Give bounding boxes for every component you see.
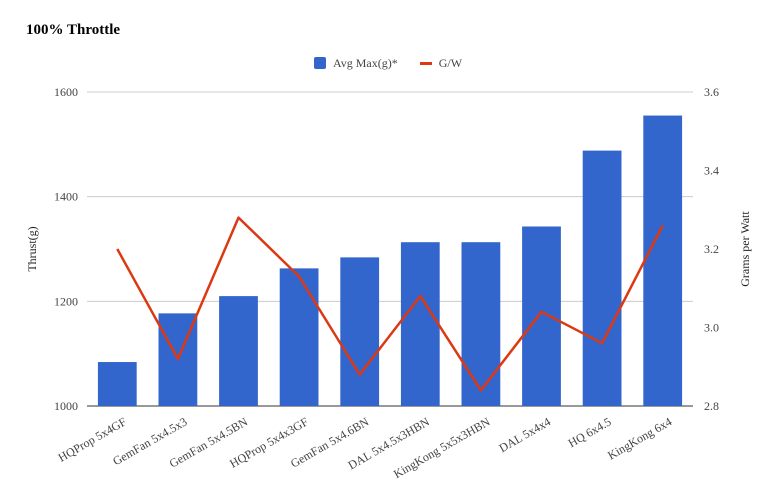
y-axis-title: Thrust(g) xyxy=(25,226,39,271)
bar xyxy=(340,257,380,406)
bar xyxy=(643,115,683,407)
legend-swatch-bars xyxy=(313,57,326,69)
y-tick-label: 1400 xyxy=(54,190,78,204)
legend: Avg Max(g)* G/W xyxy=(0,54,776,72)
gw-line xyxy=(116,216,664,392)
legend-swatch-line xyxy=(419,61,432,65)
y2-axis-title: Grams per Watt xyxy=(738,211,752,287)
y2-tick-label: 3.0 xyxy=(704,321,719,335)
bar xyxy=(97,362,137,406)
x-tick-label: HQ 6x4.5 xyxy=(566,414,614,450)
legend-item-bars[interactable]: Avg Max(g)* xyxy=(313,55,398,71)
y-tick-label: 1600 xyxy=(54,85,78,99)
y-tick-label: 1200 xyxy=(54,294,78,308)
x-tick-label: DAL 5x4x4 xyxy=(496,414,553,455)
bar xyxy=(400,242,440,406)
y2-tick-label: 3.4 xyxy=(704,164,719,178)
chart-title: 100% Throttle xyxy=(26,22,121,38)
legend-item-line[interactable]: G/W xyxy=(419,55,463,71)
y2-tick-label: 3.2 xyxy=(704,242,719,256)
bar xyxy=(279,268,319,406)
bar xyxy=(219,296,258,406)
bar xyxy=(582,150,622,406)
bar xyxy=(461,242,501,406)
y-tick-label: 1000 xyxy=(54,399,78,413)
legend-label-bars: Avg Max(g)* xyxy=(332,55,398,70)
bar xyxy=(522,226,561,406)
y2-tick-label: 3.6 xyxy=(704,85,719,99)
x-tick-label: KingKong 6x4 xyxy=(605,414,674,462)
legend-label-line: G/W xyxy=(438,55,463,70)
y2-tick-label: 2.8 xyxy=(704,399,719,413)
